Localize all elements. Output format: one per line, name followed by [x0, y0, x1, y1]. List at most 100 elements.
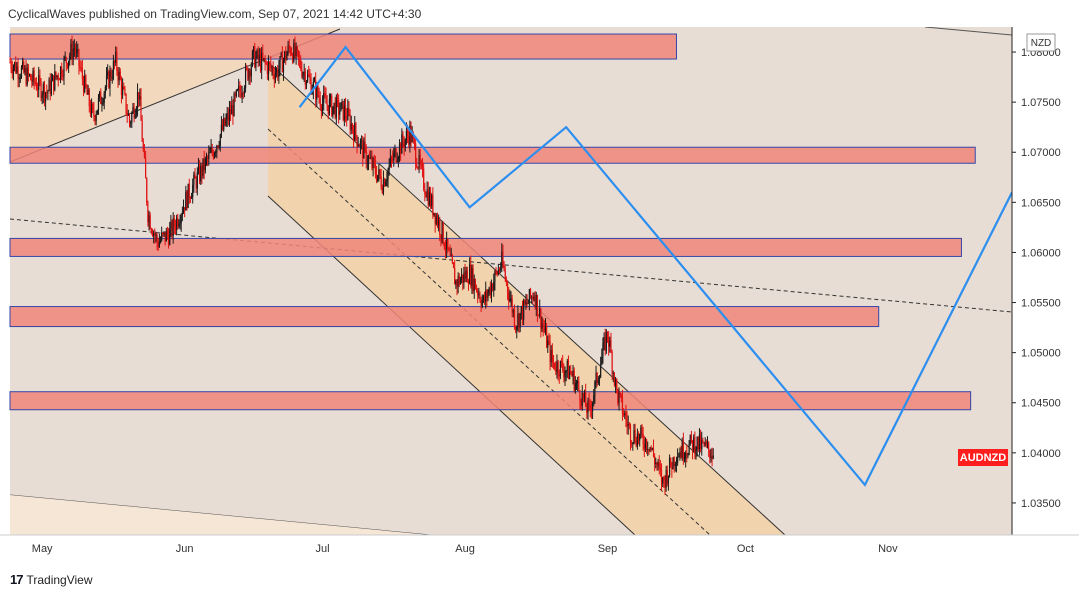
candle-body [680, 452, 682, 458]
candle-body [284, 51, 286, 61]
price-zone[interactable] [9, 391, 972, 411]
price-zone[interactable] [9, 33, 677, 60]
candle-body [272, 67, 274, 75]
candle-body [227, 113, 229, 121]
candle-body [480, 301, 482, 307]
candle-body [143, 149, 146, 158]
candle-body [636, 434, 638, 447]
candle-body [151, 231, 154, 236]
candle-body [381, 187, 383, 193]
candle-body [11, 68, 13, 74]
candle-body [460, 274, 463, 280]
candle-body [665, 470, 667, 488]
candle-body [366, 163, 368, 165]
candle-body [585, 391, 587, 407]
tradingview-brand[interactable]: 17 TradingView [10, 572, 93, 587]
candle-body [203, 158, 205, 171]
price-zone[interactable] [9, 306, 880, 328]
candle-body [277, 69, 279, 78]
candle-body [46, 92, 48, 94]
candle-body [263, 58, 265, 60]
candle-body [543, 327, 545, 332]
candle-body [505, 278, 508, 282]
tradingview-logo-icon: 17 [10, 572, 24, 587]
candle-body [529, 289, 532, 298]
candle-body [232, 105, 234, 117]
candle-body [300, 59, 302, 70]
x-tick-label: May [32, 543, 53, 555]
candle-body [693, 436, 695, 452]
candle-body [30, 74, 32, 81]
candle-body [498, 269, 501, 271]
candle-body [124, 89, 126, 94]
projection-path[interactable] [298, 45, 1013, 487]
candle-body [574, 383, 576, 391]
candle-body [346, 115, 348, 120]
candle-body [192, 184, 194, 198]
candle-body [562, 362, 564, 371]
bottom-band [10, 495, 430, 535]
candle-body [674, 463, 676, 466]
candle-body [233, 93, 235, 117]
candle-body [205, 157, 208, 159]
candle-body [393, 152, 395, 161]
candle-body [564, 373, 566, 378]
candle-body [185, 191, 187, 211]
candle-body [119, 71, 121, 80]
candle-body [658, 462, 660, 467]
price-axis-panel [1012, 27, 1079, 535]
candle-body [550, 350, 552, 363]
candle-body [462, 274, 464, 283]
candle-body [258, 55, 260, 60]
candle-body [298, 57, 301, 60]
price-chart[interactable]: 1.080001.075001.070001.065001.060001.055… [0, 27, 1079, 563]
candle-body [180, 215, 182, 224]
candle-body [704, 442, 706, 446]
current-price-badge [958, 449, 1008, 466]
candle-body [103, 93, 105, 103]
candle-body [290, 52, 293, 55]
candle-body [501, 251, 503, 268]
y-tick-label: 1.03500 [1021, 498, 1061, 510]
candle-body [506, 281, 509, 293]
candle-body [492, 284, 494, 291]
candle-body [123, 86, 125, 90]
candle-body [321, 102, 324, 111]
currency-badge [1026, 33, 1056, 52]
candle-body [654, 456, 656, 465]
candle-body [448, 248, 450, 251]
candle-body [463, 272, 465, 283]
candle-body [457, 276, 459, 287]
x-tick-label: Jun [176, 543, 194, 555]
candle-body [274, 73, 277, 80]
candle-body [613, 372, 616, 386]
price-zone[interactable] [9, 237, 962, 257]
candle-body [197, 165, 200, 173]
candle-body [310, 78, 312, 94]
candle-body [709, 450, 711, 458]
candle-body [132, 107, 134, 114]
candle-body [71, 43, 73, 60]
candle-body [116, 51, 118, 71]
price-zone[interactable] [9, 146, 976, 164]
candle-body [679, 452, 681, 457]
candle-body [142, 141, 144, 150]
candle-body [403, 142, 405, 148]
candle-body [204, 158, 206, 171]
candle-body [195, 178, 197, 189]
candle-body [176, 217, 178, 230]
candle-body [234, 93, 236, 96]
candle-body [141, 120, 143, 142]
candle-body [649, 447, 651, 451]
candle-body [275, 69, 278, 74]
candle-body [126, 112, 128, 116]
candle-body [521, 306, 524, 320]
candle-body [293, 43, 295, 62]
candle-body [288, 45, 290, 49]
candle-body [296, 46, 298, 51]
candle-body [557, 361, 559, 374]
candle-body [336, 97, 339, 100]
candle-body [425, 194, 427, 198]
candle-body [423, 168, 425, 190]
candle-body [347, 107, 349, 120]
